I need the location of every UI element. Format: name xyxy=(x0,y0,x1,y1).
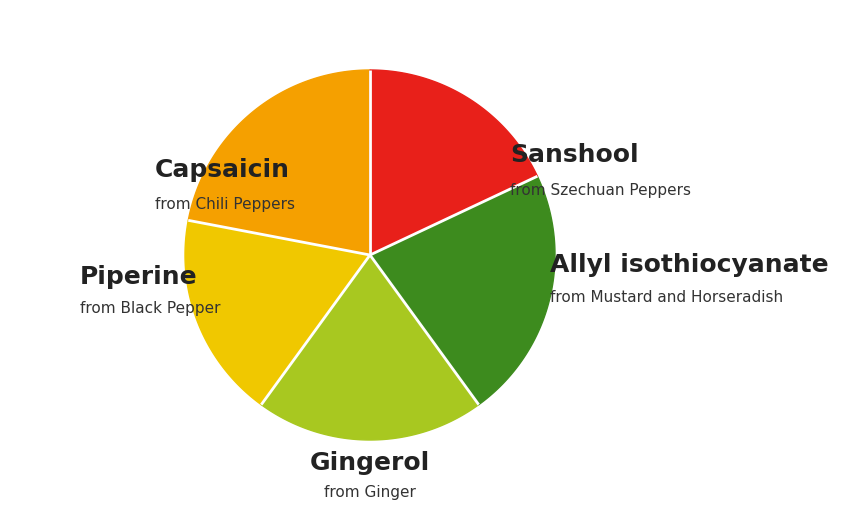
Text: Allyl isothiocyanate: Allyl isothiocyanate xyxy=(550,253,829,277)
Polygon shape xyxy=(189,70,370,255)
Text: from Ginger: from Ginger xyxy=(324,486,416,500)
Polygon shape xyxy=(370,176,555,405)
Text: from Mustard and Horseradish: from Mustard and Horseradish xyxy=(550,289,783,304)
Text: from Szechuan Peppers: from Szechuan Peppers xyxy=(510,183,691,197)
Text: Capsaicin: Capsaicin xyxy=(155,158,290,182)
Polygon shape xyxy=(185,220,370,405)
Text: Gingerol: Gingerol xyxy=(310,451,430,475)
Text: from Black Pepper: from Black Pepper xyxy=(80,301,220,317)
Polygon shape xyxy=(370,70,537,255)
Text: Sanshool: Sanshool xyxy=(510,143,638,167)
Text: Piperine: Piperine xyxy=(80,265,197,289)
Polygon shape xyxy=(261,255,479,440)
Text: from Chili Peppers: from Chili Peppers xyxy=(155,197,295,213)
